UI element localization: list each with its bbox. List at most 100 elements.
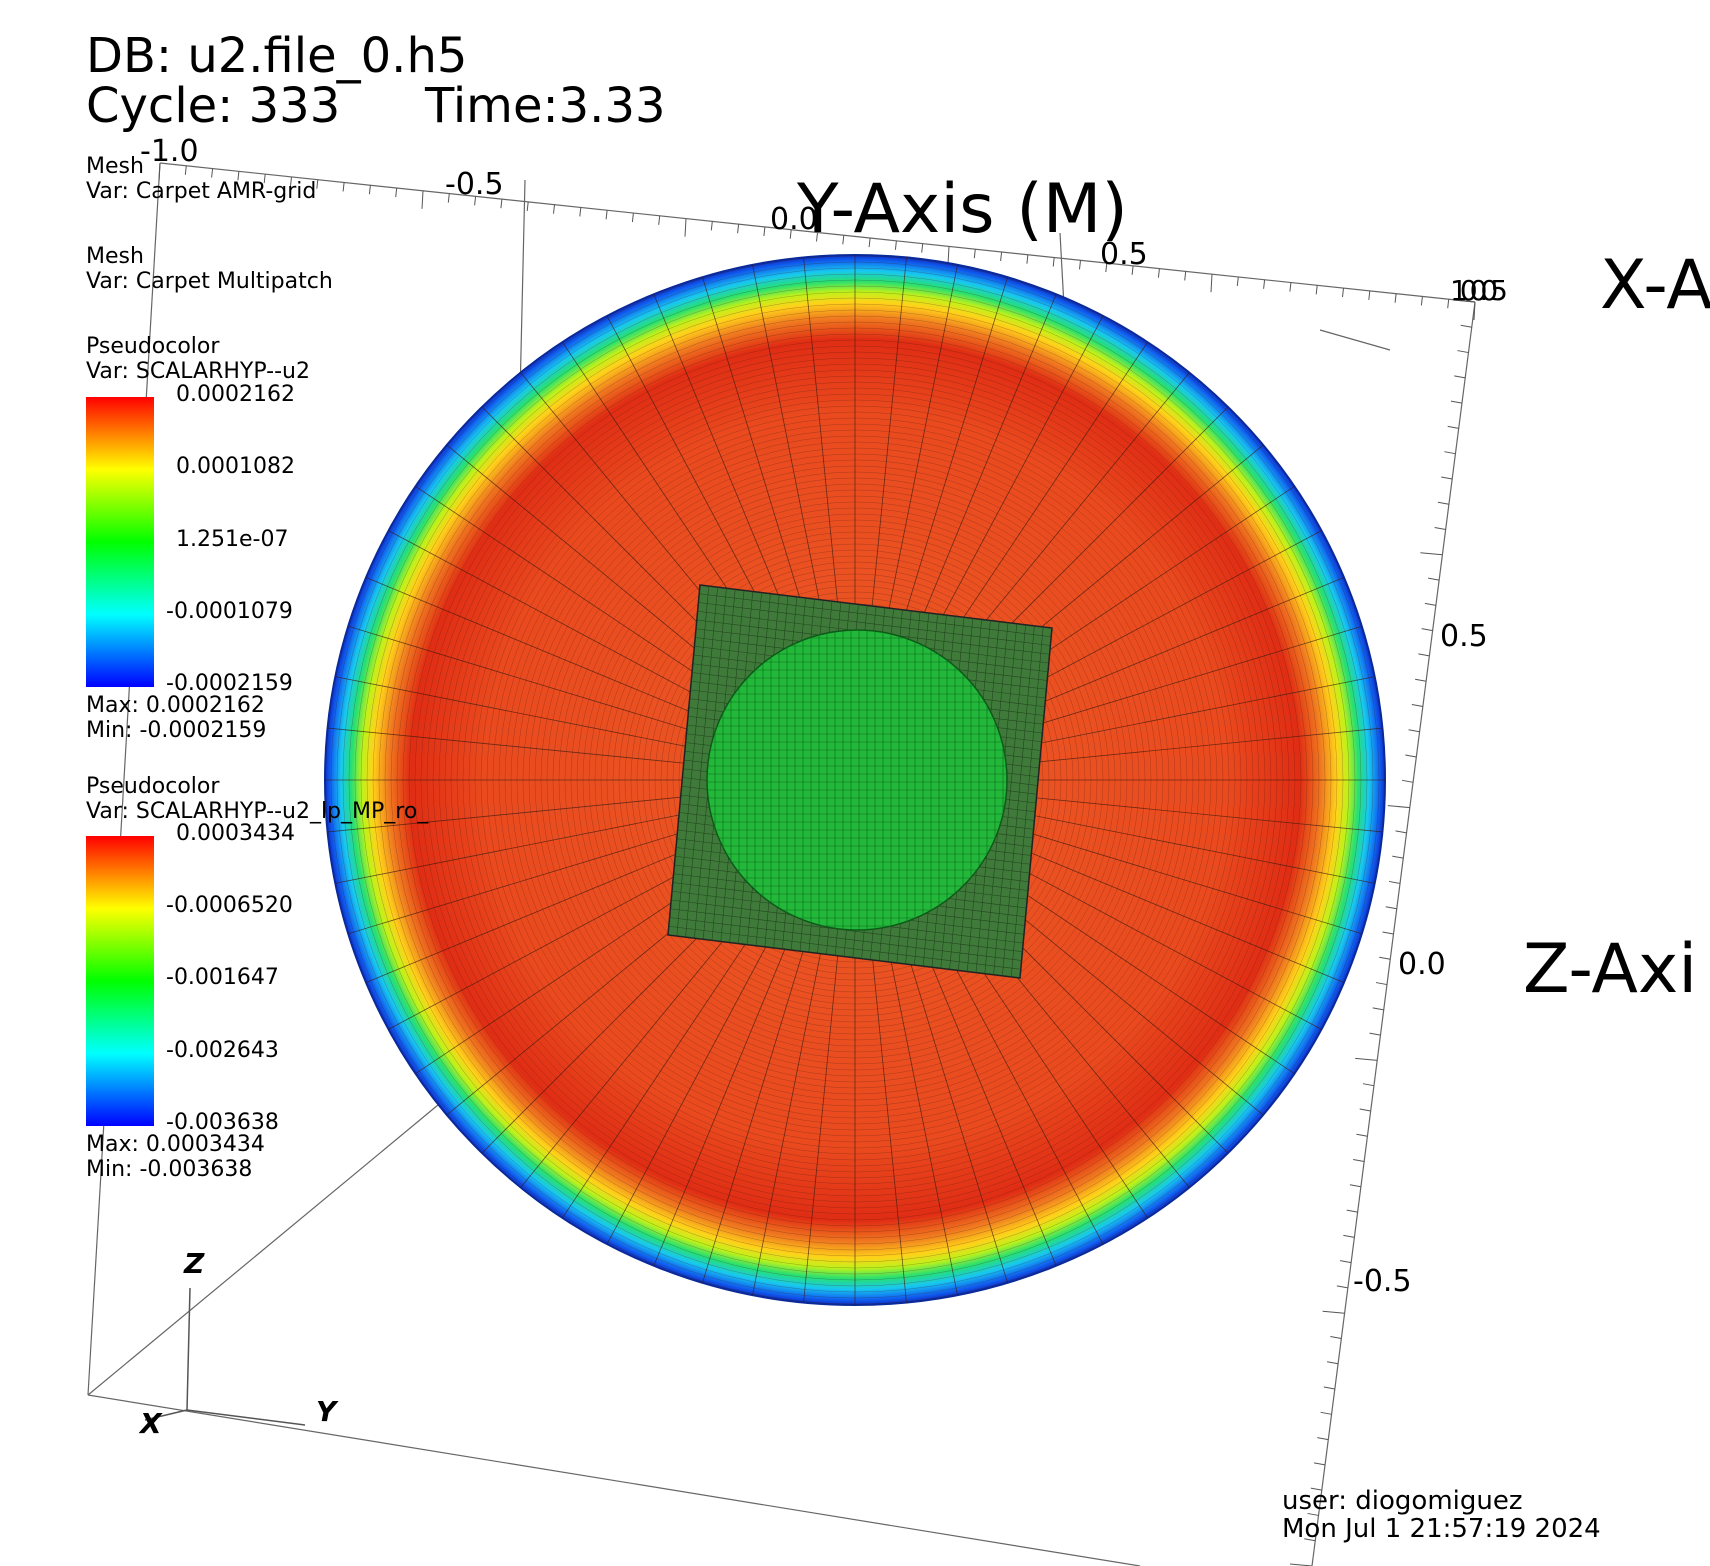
- mesh-line: [869, 929, 908, 1305]
- mesh-line: [604, 912, 785, 1248]
- mesh-ring: [522, 447, 1188, 1113]
- mesh-ring: [456, 381, 1254, 1179]
- mesh-line: [1342, 288, 1344, 298]
- mesh-line: [263, 174, 266, 184]
- colorbar-2-tick: -0.002643: [166, 1038, 279, 1063]
- mesh-ring: [528, 453, 1182, 1107]
- mesh-line: [1372, 1007, 1384, 1011]
- mesh-line: [898, 272, 1010, 637]
- triad-z-label: Z: [184, 1247, 205, 1280]
- mesh-ring: [492, 417, 1218, 1143]
- mesh-line: [1317, 1437, 1329, 1441]
- mesh-line: [868, 238, 871, 248]
- mesh-line: [921, 243, 924, 253]
- inner-disk-grid: [707, 630, 1007, 930]
- mesh-line: [1424, 602, 1436, 606]
- user-label: user: diogomiguez: [1282, 1486, 1523, 1516]
- mesh-line: [912, 290, 1059, 642]
- mesh-line: [1343, 1234, 1355, 1238]
- mesh-ring: [402, 327, 1308, 1233]
- mesh-line: [237, 171, 240, 181]
- mesh-line: [1002, 676, 1375, 752]
- mesh-line: [327, 794, 706, 833]
- mesh-ring: [588, 513, 1122, 1047]
- mesh-line: [447, 193, 450, 203]
- mesh-ring: [552, 477, 1158, 1083]
- mesh-line: [993, 624, 1026, 975]
- mesh-line: [158, 162, 161, 182]
- mesh-ring: [336, 261, 1374, 1299]
- legend-2-plot: Mesh: [86, 244, 144, 269]
- mesh-line: [1447, 425, 1459, 429]
- mesh-ring: [630, 555, 1080, 1005]
- mesh-ring: [444, 369, 1266, 1191]
- mesh-ring: [564, 489, 1146, 1071]
- mesh-ring: [534, 459, 1176, 1101]
- colorbar-1: [86, 397, 154, 687]
- mesh-line: [1405, 754, 1417, 758]
- mesh-line: [579, 207, 582, 217]
- mesh-line: [987, 850, 1323, 1031]
- mesh-ring: [582, 507, 1128, 1053]
- mesh-line: [347, 625, 712, 737]
- mesh-line: [1408, 729, 1420, 733]
- mesh-line: [1010, 626, 1044, 977]
- mesh-line: [365, 576, 717, 723]
- mesh-ring: [486, 411, 1224, 1149]
- mesh-line: [605, 210, 608, 220]
- mesh-ring: [462, 387, 1248, 1173]
- mesh-ring: [330, 255, 1380, 1305]
- mesh-line: [816, 232, 818, 242]
- mesh-line: [947, 246, 950, 265]
- mesh-line: [1004, 794, 1383, 833]
- mesh-line: [1359, 1108, 1371, 1112]
- mesh-line: [1157, 268, 1160, 278]
- corner-tick-clutter: 100.05: [1450, 274, 1508, 307]
- mesh-ring: [426, 351, 1284, 1209]
- mesh-line: [1346, 1209, 1358, 1213]
- y-tick-label: -1.0: [140, 134, 199, 169]
- mesh-line: [1263, 279, 1266, 289]
- legend-1-plot: Mesh: [86, 154, 144, 179]
- colorbar-2-min: Min: -0.003638: [86, 1157, 253, 1182]
- mesh-line: [1369, 1032, 1381, 1036]
- mesh-line: [1322, 1310, 1345, 1314]
- mesh-ring: [384, 309, 1326, 1251]
- mesh-line: [938, 339, 1150, 656]
- colorbar-1-tick: 0.0001082: [176, 454, 295, 479]
- mesh-line: [1421, 628, 1433, 632]
- mesh-line: [700, 272, 812, 637]
- legend-3-var: Var: SCALARHYP--u2: [86, 359, 310, 384]
- mesh-line: [1368, 290, 1371, 300]
- mesh-ring: [576, 501, 1134, 1059]
- mesh-line: [1356, 1133, 1368, 1137]
- mesh-ring: [540, 465, 1170, 1095]
- mesh-line: [1313, 1462, 1326, 1466]
- x-axis-title: X-A: [1600, 246, 1710, 325]
- mesh-line: [316, 179, 319, 189]
- mesh-line: [1052, 257, 1055, 267]
- mesh-line: [668, 925, 1021, 970]
- mesh-line: [1392, 855, 1404, 859]
- mesh-line: [1385, 906, 1397, 910]
- mesh-line: [651, 290, 798, 642]
- mesh-line: [290, 176, 292, 186]
- mesh-line: [1002, 808, 1375, 884]
- mesh-line: [1326, 1361, 1339, 1365]
- mesh-line: [327, 727, 706, 766]
- mesh-line: [526, 201, 529, 211]
- mesh-line: [1323, 1386, 1335, 1390]
- mesh-line: [1401, 779, 1414, 783]
- mesh-line: [1004, 727, 1383, 766]
- y-tick-label: 0.0: [770, 202, 818, 237]
- mesh-line: [1388, 880, 1401, 884]
- mesh-line: [1415, 678, 1427, 682]
- colorbar-1-min: Min: -0.0002159: [86, 718, 267, 743]
- z-axis-title: Z-Axi: [1523, 930, 1698, 1009]
- triad-y-label: Y: [316, 1395, 337, 1428]
- mesh-line: [421, 190, 424, 209]
- mesh-line: [700, 923, 812, 1288]
- mesh-line: [993, 576, 1345, 723]
- colorbar-1-tick: 1.251e-07: [176, 527, 289, 552]
